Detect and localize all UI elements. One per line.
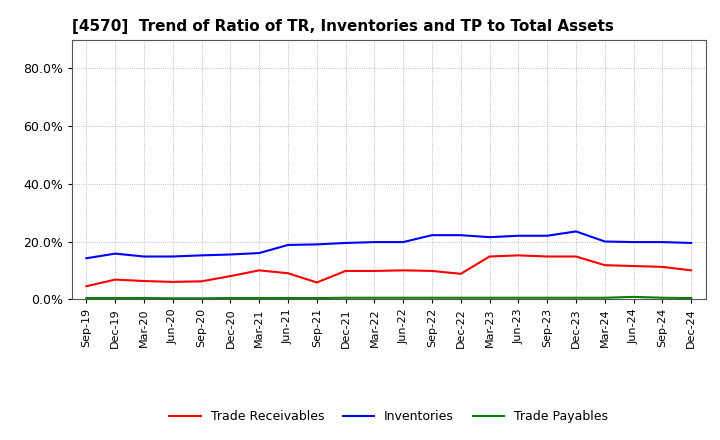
Inventories [226,252,235,257]
Trade Payables [572,295,580,301]
Trade Payables [284,295,292,301]
Inventories [197,253,206,258]
Line: Trade Payables: Trade Payables [86,297,691,298]
Inventories [428,232,436,238]
Trade Receivables [600,263,609,268]
Legend: Trade Receivables, Inventories, Trade Payables: Trade Receivables, Inventories, Trade Pa… [164,405,613,428]
Trade Receivables [197,279,206,284]
Trade Receivables [226,274,235,279]
Trade Payables [140,295,148,301]
Trade Payables [687,295,696,301]
Trade Receivables [514,253,523,258]
Inventories [168,254,177,259]
Trade Payables [197,296,206,301]
Inventories [140,254,148,259]
Trade Receivables [284,271,292,276]
Trade Receivables [399,268,408,273]
Trade Receivables [312,280,321,285]
Inventories [658,239,667,245]
Trade Payables [312,295,321,301]
Inventories [370,239,379,245]
Trade Receivables [82,284,91,289]
Trade Payables [428,295,436,301]
Trade Receivables [255,268,264,273]
Trade Receivables [629,264,638,269]
Inventories [485,235,494,240]
Trade Receivables [687,268,696,273]
Trade Payables [543,295,552,301]
Trade Payables [658,295,667,301]
Inventories [82,256,91,261]
Trade Payables [629,294,638,300]
Inventories [600,239,609,244]
Trade Payables [370,295,379,301]
Inventories [687,240,696,246]
Line: Trade Receivables: Trade Receivables [86,255,691,286]
Trade Receivables [370,268,379,274]
Trade Receivables [572,254,580,259]
Trade Payables [341,295,350,301]
Inventories [543,233,552,238]
Trade Payables [226,295,235,301]
Trade Receivables [485,254,494,259]
Trade Payables [255,295,264,301]
Trade Payables [82,295,91,301]
Inventories [255,250,264,256]
Text: [4570]  Trend of Ratio of TR, Inventories and TP to Total Assets: [4570] Trend of Ratio of TR, Inventories… [72,19,614,34]
Trade Payables [485,295,494,301]
Trade Receivables [168,279,177,285]
Inventories [341,240,350,246]
Trade Payables [514,295,523,301]
Trade Payables [456,295,465,301]
Inventories [399,239,408,245]
Inventories [312,242,321,247]
Trade Payables [168,296,177,301]
Inventories [284,242,292,248]
Trade Payables [111,295,120,301]
Trade Receivables [140,279,148,284]
Inventories [514,233,523,238]
Trade Payables [600,295,609,301]
Trade Receivables [658,264,667,270]
Inventories [572,229,580,234]
Trade Receivables [456,271,465,276]
Line: Inventories: Inventories [86,231,691,258]
Trade Receivables [543,254,552,259]
Trade Receivables [341,268,350,274]
Trade Receivables [111,277,120,282]
Inventories [111,251,120,256]
Inventories [456,232,465,238]
Trade Payables [399,295,408,301]
Trade Receivables [428,268,436,274]
Inventories [629,239,638,245]
